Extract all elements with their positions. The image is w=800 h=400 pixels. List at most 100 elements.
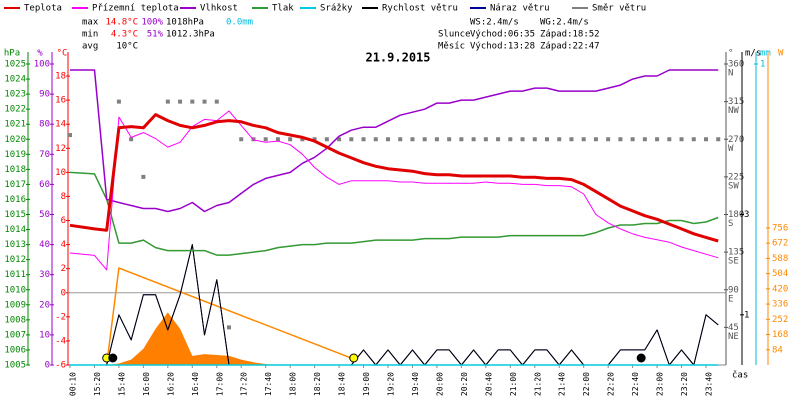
y-tick-sublabel: S [728,219,733,229]
y-tick-label: 10 [55,168,66,178]
wind-direction-point [679,137,684,142]
y-tick-label: 84 [772,345,783,355]
y-tick-label: 1022 [4,105,26,115]
y-tick-label: 1014 [4,225,26,235]
y-tick-sublabel: W [728,144,734,154]
y-tick-label: 80 [39,120,50,130]
x-tick-label: 16:40 [191,372,200,396]
legend-label: Tlak [272,4,294,14]
info-text: Měsíc [438,42,465,52]
wind-direction-point [520,137,525,142]
wind-direction-point [398,137,403,142]
wind-direction-point [165,99,170,104]
stats-value: 4.3°C [111,30,138,40]
wind-direction-point [704,137,708,142]
wind-direction-point [410,137,415,142]
x-tick-label: 18:40 [338,372,347,396]
y-tick-label: 1023 [4,90,26,100]
wind-direction-point [642,137,647,142]
y-tick-label: 16 [55,96,66,106]
y-tick-label: 20 [39,300,50,310]
y-tick-label: 0 [61,288,66,298]
x-tick-label: 19:40 [411,372,420,396]
y-tick-label: 168 [772,330,788,340]
y-tick-label: 1019 [4,150,26,160]
y-tick-label: 1 [760,60,765,70]
y-tick-sublabel: SE [728,257,739,267]
stats-value: 51% [147,30,164,40]
y-tick-label: 1017 [4,180,26,190]
y-tick-label: 1013 [4,240,26,250]
x-tick-label: 16:20 [166,372,175,396]
wind-direction-point [214,99,219,104]
y-tick-label: 3 [744,210,749,220]
stats-label: min [82,30,98,40]
wind-direction-point [337,137,342,142]
wind-direction-point [667,137,672,142]
wind-direction-point [239,137,244,142]
y-tick-label: 90 [39,90,50,100]
y-tick-label: 1021 [4,120,26,130]
wind-direction-point [569,137,574,142]
info-text: Východ:06:35 [470,30,535,40]
info-text: Západ:22:47 [540,42,600,52]
wind-direction-point [386,137,390,142]
y-tick-label: 4 [61,240,66,250]
sun-moon-marker [349,353,359,363]
y-tick-label: 10 [39,330,50,340]
legend-label: Náraz větru [490,4,550,14]
y-tick-sublabel: SW [728,181,739,191]
wind-direction-point [178,99,183,104]
x-tick-label: 17:40 [264,372,273,396]
wind-direction-point [508,137,513,142]
series-line [70,69,719,213]
y-tick-label: -2 [55,312,66,322]
y-tick-label: 2 [61,264,66,274]
wind-direction-point [655,137,660,142]
wind-direction-point [288,137,293,142]
y-tick-label: 12 [55,144,66,154]
wind-direction-point [691,137,696,142]
y-axis-unit: ° [728,49,733,59]
info-text: Slunce [438,30,471,40]
wind-direction-point [361,137,366,142]
x-tick-label: 17:00 [215,372,224,396]
x-tick-label: 15:40 [117,372,126,396]
wind-direction-point [373,137,378,142]
wind-direction-point [447,137,452,142]
wind-direction-point [263,137,268,142]
y-tick-label: 30 [39,270,50,280]
y-tick-label: 420 [772,284,788,294]
legend-label: Teplota [24,4,62,14]
y-tick-label: 1025 [4,60,26,70]
info-text: Západ:18:52 [540,30,600,40]
series-line [69,171,719,256]
y-tick-label: 1005 [4,361,26,371]
y-tick-sublabel: E [728,294,733,304]
solar-area [70,312,719,365]
y-tick-label: 1007 [4,330,26,340]
wind-direction-point [300,137,305,142]
x-tick-label: 00:10 [69,372,78,396]
y-tick-label: 180 [728,210,744,220]
series-line [69,110,719,271]
y-tick-label: 50 [39,210,50,220]
y-tick-label: 40 [39,240,50,250]
y-axis-unit: m/s [745,49,761,59]
y-tick-label: 45 [728,323,739,333]
stats-value: 1018hPa [166,18,204,28]
series-line [105,267,352,366]
x-tick-label: 18:20 [313,372,322,396]
x-axis-label: čas [732,370,748,381]
y-tick-label: 1010 [4,285,26,295]
wind-direction-point [116,99,121,104]
info-text: Východ:13:28 [470,42,535,52]
x-tick-label: 21:40 [558,372,567,396]
x-tick-label: 20:40 [484,372,493,396]
y-tick-label: 1015 [4,210,26,220]
y-axis-unit: W [778,49,784,59]
wind-direction-point [190,99,195,104]
x-tick-label: 15:20 [93,372,102,396]
y-tick-sublabel: NE [728,332,739,342]
